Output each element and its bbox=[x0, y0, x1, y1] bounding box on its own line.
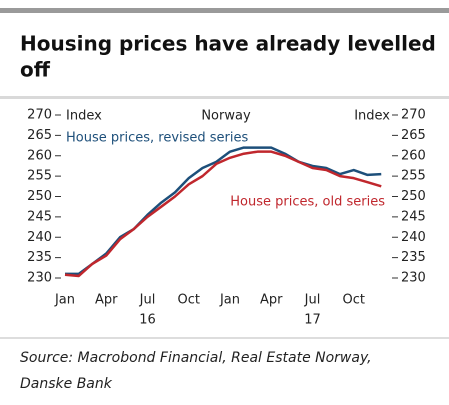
series-label: House prices, old series bbox=[230, 195, 385, 210]
y2-tick-label: 255 bbox=[401, 169, 426, 184]
x-year-label: 17 bbox=[304, 313, 321, 328]
y2-tick-label: 240 bbox=[401, 230, 426, 245]
y2-axis-label: Index bbox=[354, 109, 390, 124]
line bbox=[64, 150, 382, 278]
y-tick-label: 240 bbox=[27, 230, 52, 245]
y-tick-label: 265 bbox=[27, 128, 52, 143]
line bbox=[65, 146, 382, 276]
top-bar bbox=[0, 8, 449, 13]
y-tick-label: 255 bbox=[27, 169, 52, 184]
x-tick-label: Apr bbox=[95, 293, 118, 308]
y-tick-label: 235 bbox=[27, 250, 52, 265]
y2-tick-label: 235 bbox=[401, 250, 426, 265]
y2-tick-label: 260 bbox=[401, 148, 426, 163]
y-tick-label: 245 bbox=[27, 209, 52, 224]
series-label: House prices, revised series bbox=[66, 131, 249, 146]
y-tick-label: 250 bbox=[27, 189, 52, 204]
y-axis-label: Index bbox=[66, 109, 102, 124]
y-tick-label: 230 bbox=[27, 271, 52, 286]
y2-tick-label: 250 bbox=[401, 189, 426, 204]
y2-tick-label: 230 bbox=[401, 271, 426, 286]
y2-tick-label: 245 bbox=[401, 209, 426, 224]
y2-tick-label: 270 bbox=[401, 108, 426, 123]
separator bbox=[0, 96, 449, 99]
chart-title: off bbox=[20, 58, 51, 82]
x-tick-label: Jul bbox=[304, 293, 321, 308]
x-tick-label: Apr bbox=[260, 293, 283, 308]
x-tick-label: Oct bbox=[178, 293, 200, 308]
y-tick-label: 270 bbox=[27, 108, 52, 123]
x-tick-label: Oct bbox=[343, 293, 365, 308]
source: Source: Macrobond Financial, Real Estate… bbox=[20, 350, 372, 366]
x-tick-label: Jan bbox=[219, 293, 240, 308]
y-tick-label: 260 bbox=[27, 148, 52, 163]
chart-subtitle: Norway bbox=[201, 109, 251, 124]
x-tick-label: Jan bbox=[54, 293, 75, 308]
source: Danske Bank bbox=[20, 376, 113, 392]
x-tick-label: Jul bbox=[139, 293, 156, 308]
chart-title: Housing prices have already levelled bbox=[20, 32, 436, 56]
y2-tick-label: 265 bbox=[401, 128, 426, 143]
x-year-label: 16 bbox=[139, 313, 156, 328]
